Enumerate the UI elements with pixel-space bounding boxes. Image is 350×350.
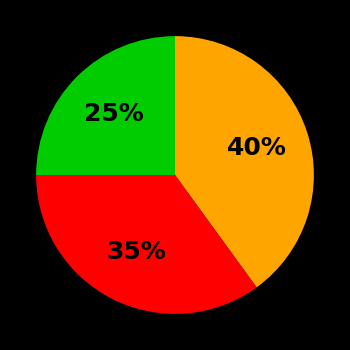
Text: 40%: 40% (227, 136, 287, 160)
Wedge shape (36, 36, 175, 175)
Wedge shape (175, 36, 314, 287)
Wedge shape (36, 175, 257, 314)
Text: 25%: 25% (84, 102, 144, 126)
Text: 35%: 35% (106, 240, 166, 264)
